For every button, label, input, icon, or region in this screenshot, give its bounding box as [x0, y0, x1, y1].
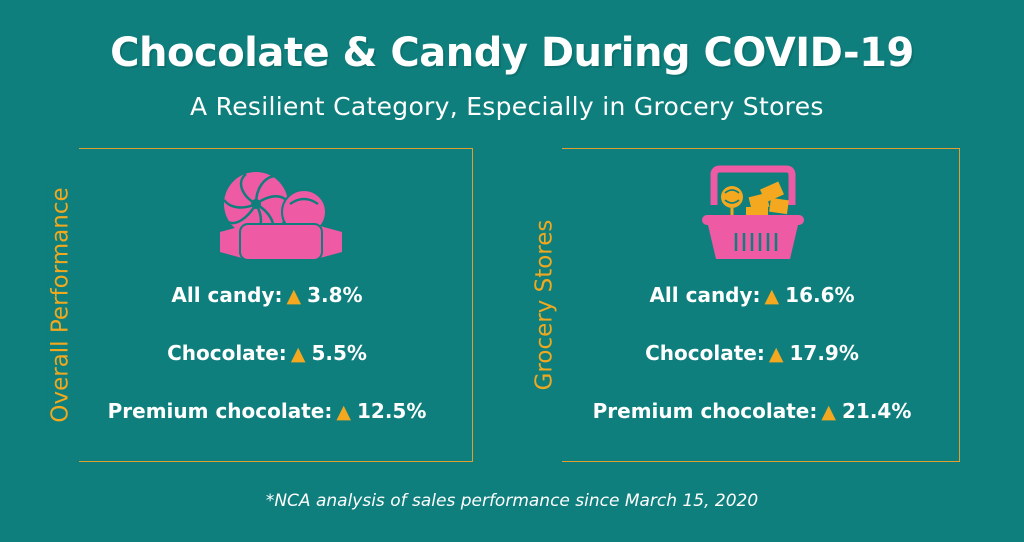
overall-stat-premium-chocolate: Premium chocolate: ▲ 12.5% [61, 399, 473, 423]
stat-label: All candy: [171, 283, 283, 307]
page-title: Chocolate & Candy During COVID-19 [110, 30, 914, 76]
stat-value: 3.8% [307, 283, 363, 307]
stat-label: Chocolate: [167, 341, 287, 365]
grocery-stat-all-candy: All candy: ▲ 16.6% [546, 283, 958, 307]
up-arrow-icon: ▲ [336, 401, 351, 423]
up-arrow-icon: ▲ [290, 343, 306, 365]
stat-value: 12.5% [356, 399, 427, 423]
page-subtitle: A Resilient Category, Especially in Groc… [190, 92, 824, 121]
up-arrow-icon: ▲ [821, 401, 836, 423]
stat-value: 16.6% [785, 283, 855, 307]
up-arrow-icon: ▲ [286, 285, 302, 307]
grocery-stat-premium-chocolate: Premium chocolate: ▲ 21.4% [546, 399, 958, 423]
overall-stat-chocolate: Chocolate: ▲ 5.5% [61, 341, 473, 365]
stat-label: All candy: [649, 283, 761, 307]
stat-label: Chocolate: [645, 341, 765, 365]
candy-icon [212, 168, 350, 269]
shopping-basket-icon [700, 165, 806, 268]
footnote: *NCA analysis of sales performance since… [265, 491, 759, 511]
stat-value: 17.9% [789, 341, 859, 365]
overall-stat-all-candy: All candy: ▲ 3.8% [61, 283, 473, 307]
stat-label: Premium chocolate: [592, 399, 818, 423]
stat-value: 21.4% [841, 399, 912, 423]
stat-value: 5.5% [311, 341, 367, 365]
grocery-stat-chocolate: Chocolate: ▲ 17.9% [546, 341, 958, 365]
grocery-stores-label-wrap: Grocery Stores [526, 148, 562, 462]
up-arrow-icon: ▲ [764, 285, 780, 307]
up-arrow-icon: ▲ [768, 343, 784, 365]
overall-performance-label-wrap: Overall Performance [43, 148, 79, 462]
stat-label: Premium chocolate: [107, 399, 333, 423]
